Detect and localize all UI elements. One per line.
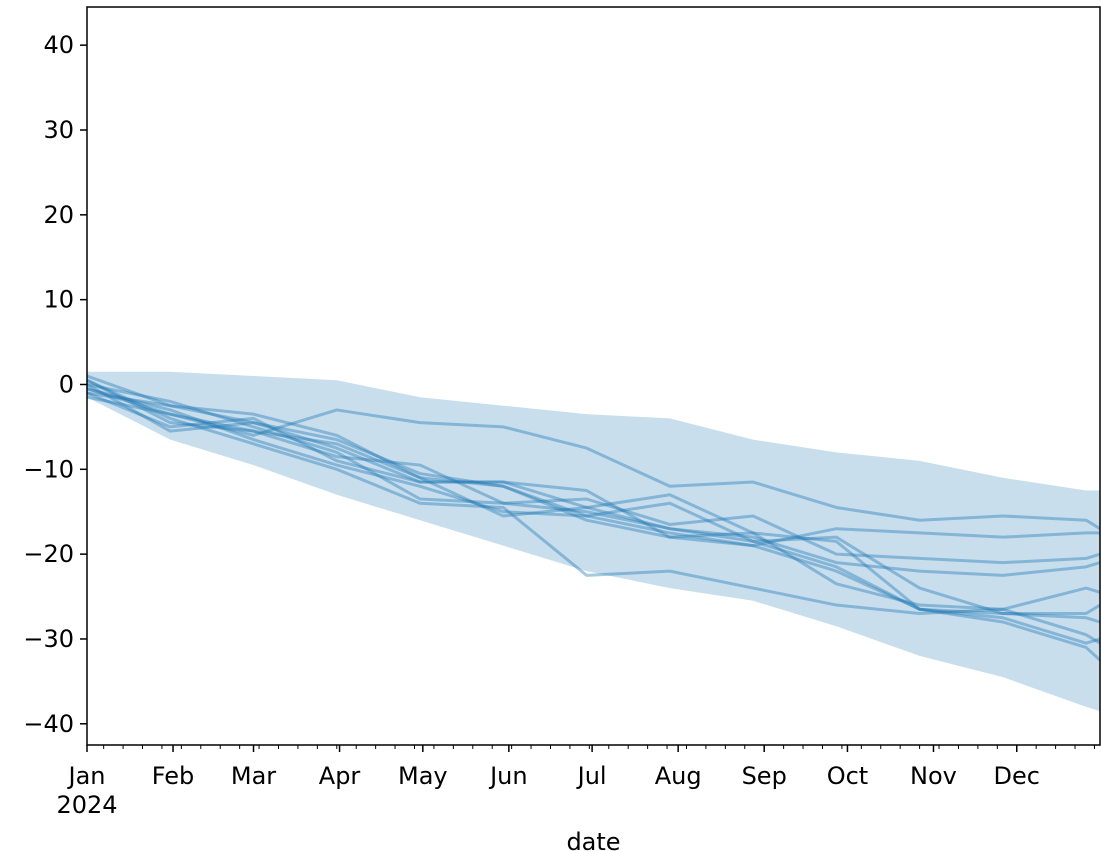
x-tick-label: Feb [152, 762, 195, 790]
series-line-6 [86, 387, 1101, 616]
confidence-band [87, 371, 1100, 712]
x-tick-label: Jun [488, 762, 528, 790]
series-line-2 [86, 387, 1101, 530]
series-line-9 [86, 391, 1101, 577]
y-tick-label: 0 [59, 370, 74, 398]
x-tick-label: Oct [827, 762, 869, 790]
y-tick-label: −20 [23, 540, 74, 568]
y-tick-label: −10 [23, 455, 74, 483]
x-tick-label: Jul [576, 762, 607, 790]
x-tick-label: Jan [67, 762, 106, 790]
series-line-4 [86, 391, 1101, 645]
series-line-5 [86, 383, 1101, 565]
y-tick-label: −30 [23, 625, 74, 653]
x-tick-label: Apr [319, 762, 361, 790]
series-line-10 [86, 383, 1101, 611]
plot-area [86, 6, 1101, 746]
x-axis-title: date [566, 828, 620, 852]
x-tick-label: Nov [910, 762, 957, 790]
y-tick-label: 40 [43, 31, 74, 59]
y-tick-label: 30 [43, 116, 74, 144]
series-line-1 [86, 378, 1101, 624]
series-line-8 [86, 378, 1101, 645]
x-tick-label: Aug [655, 762, 702, 790]
x-tick-year-label: 2024 [56, 791, 117, 819]
y-tick-label: 10 [43, 286, 74, 314]
x-tick-label: May [398, 762, 448, 790]
series-line-3 [86, 374, 1101, 662]
x-tick-label: Sep [742, 762, 787, 790]
y-tick-label: 20 [43, 201, 74, 229]
x-tick-label: Dec [994, 762, 1040, 790]
series-lines [86, 374, 1101, 662]
y-tick-label: −40 [23, 710, 74, 738]
series-line-7 [86, 395, 1100, 548]
y-axis: 40 30 20 10 0 −10 −20 −30 −40 [23, 31, 87, 738]
band-area [87, 371, 1100, 712]
x-tick-label: Mar [231, 762, 276, 790]
